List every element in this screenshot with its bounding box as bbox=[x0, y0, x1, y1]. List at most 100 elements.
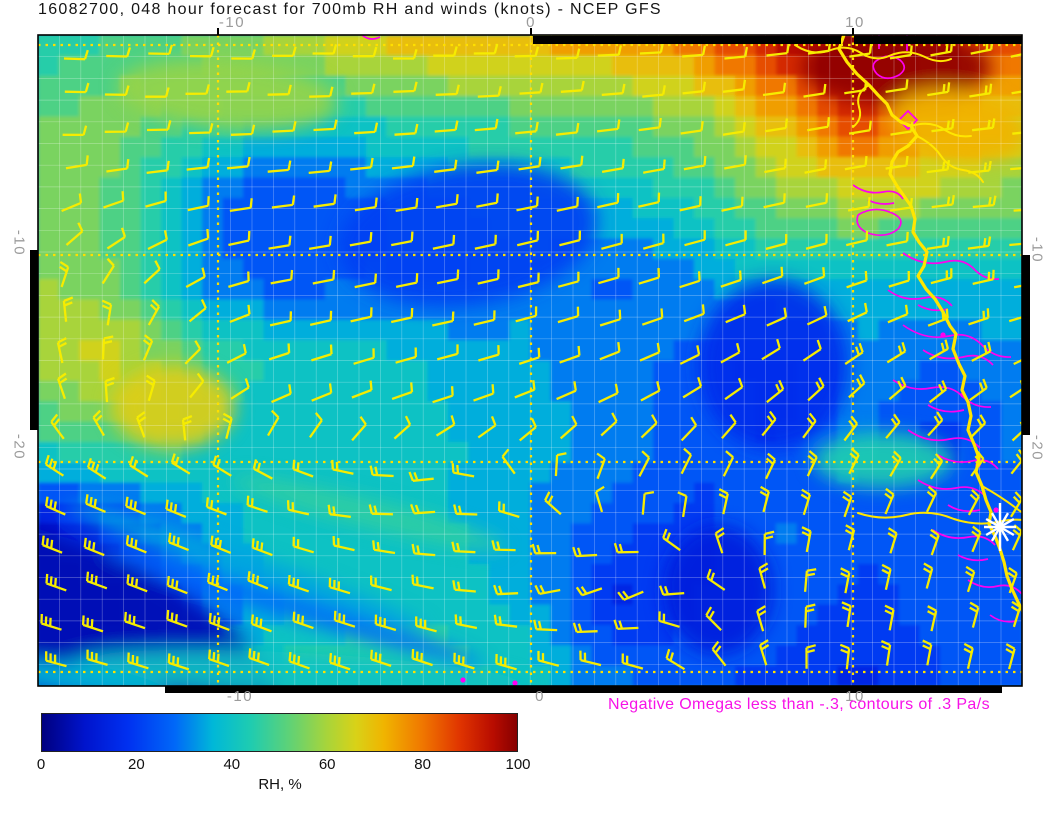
omega-contour bbox=[856, 208, 902, 237]
wind-barb bbox=[351, 380, 373, 399]
rh-cell bbox=[530, 360, 552, 382]
rh-cell bbox=[79, 96, 101, 118]
rh-cell bbox=[817, 258, 839, 280]
wind-barb bbox=[208, 612, 230, 631]
rh-cell bbox=[591, 380, 613, 402]
rh-cell bbox=[878, 604, 900, 626]
rh-cell bbox=[1001, 177, 1022, 199]
rh-cell bbox=[981, 319, 1003, 341]
rh-cell bbox=[243, 218, 265, 240]
wind-barb bbox=[722, 121, 746, 136]
wind-barb bbox=[186, 157, 211, 171]
rh-cell bbox=[960, 625, 982, 647]
wind-barb bbox=[597, 193, 620, 209]
rh-cell bbox=[58, 360, 80, 382]
rh-cell bbox=[38, 35, 60, 57]
wind-barb bbox=[393, 415, 412, 440]
wind-barb bbox=[849, 43, 873, 58]
rh-cell bbox=[161, 482, 183, 504]
border-zebra-segment bbox=[854, 36, 1022, 44]
rh-cell bbox=[448, 401, 470, 423]
wind-barb bbox=[922, 639, 933, 666]
rh-cell bbox=[858, 523, 880, 545]
rh-cell bbox=[632, 401, 654, 423]
wind-barb bbox=[476, 193, 499, 208]
rh-cell bbox=[571, 279, 593, 301]
rh-cell bbox=[981, 563, 1003, 585]
rh-cell bbox=[530, 502, 552, 524]
wind-barb bbox=[847, 197, 871, 212]
rh-cell bbox=[796, 218, 818, 240]
rh-cell bbox=[919, 360, 941, 382]
rh-cell bbox=[161, 299, 183, 321]
rh-cell bbox=[427, 136, 449, 158]
colorbar-tick-label: 80 bbox=[414, 756, 431, 773]
rh-cell bbox=[899, 380, 921, 402]
wind-barb bbox=[231, 49, 256, 60]
rh-cell bbox=[222, 502, 244, 524]
wind-barb bbox=[229, 304, 251, 323]
rh-cell bbox=[427, 401, 449, 423]
rh-cell bbox=[304, 462, 326, 484]
rh-cell bbox=[366, 360, 388, 382]
wind-barb bbox=[292, 611, 314, 630]
wind-barb bbox=[453, 652, 475, 670]
rh-cell bbox=[817, 625, 839, 647]
rh-cell bbox=[776, 55, 798, 77]
rh-cell bbox=[817, 136, 839, 158]
rh-cell bbox=[222, 604, 244, 626]
rh-cell bbox=[79, 35, 101, 57]
rh-cell bbox=[427, 75, 449, 97]
rh-cell bbox=[837, 279, 859, 301]
wind-barb bbox=[391, 156, 416, 170]
wind-barb bbox=[267, 84, 292, 96]
rh-cell bbox=[817, 482, 839, 504]
rh-cell bbox=[345, 136, 367, 158]
rh-cell bbox=[509, 604, 531, 626]
rh-cell bbox=[591, 299, 613, 321]
wind-barb bbox=[972, 269, 995, 286]
rh-cell bbox=[899, 177, 921, 199]
rh-cell bbox=[325, 462, 347, 484]
wind-barb bbox=[351, 83, 376, 95]
wind-barb bbox=[805, 193, 829, 209]
wind-barb bbox=[601, 233, 623, 250]
rh-cell bbox=[858, 604, 880, 626]
axis-tick bbox=[852, 28, 854, 35]
wind-barb bbox=[246, 495, 268, 513]
rh-cell bbox=[632, 563, 654, 585]
lon-tick-label-bottom: -10 bbox=[226, 688, 254, 705]
rh-cell bbox=[571, 157, 593, 179]
wind-barb bbox=[925, 485, 938, 513]
rh-cell bbox=[632, 665, 654, 686]
rh-cell bbox=[858, 563, 880, 585]
rh-cell bbox=[550, 299, 572, 321]
wind-barb bbox=[844, 524, 856, 551]
wind-barb bbox=[759, 485, 770, 513]
wind-barb bbox=[142, 334, 154, 361]
rh-cell bbox=[509, 75, 531, 97]
rh-cell bbox=[407, 360, 429, 382]
rh-cell bbox=[981, 258, 1003, 280]
rh-cell bbox=[386, 116, 408, 138]
rh-cell bbox=[99, 177, 121, 199]
rh-cell bbox=[694, 502, 716, 524]
wind-barb bbox=[613, 619, 639, 631]
rh-cell bbox=[530, 96, 552, 118]
rh-cell bbox=[837, 401, 859, 423]
rh-cell bbox=[776, 136, 798, 158]
rh-cell bbox=[550, 523, 572, 545]
rh-cell bbox=[776, 96, 798, 118]
rh-cell bbox=[140, 502, 162, 524]
wind-barb bbox=[598, 267, 620, 285]
rh-cell bbox=[796, 665, 818, 686]
colorbar-tick-label: 100 bbox=[505, 756, 531, 773]
rh-cell bbox=[653, 55, 675, 77]
rh-cell bbox=[919, 218, 941, 240]
rh-cell bbox=[489, 441, 511, 463]
rh-cell bbox=[714, 75, 736, 97]
rh-cell bbox=[243, 258, 265, 280]
wind-barb bbox=[639, 342, 661, 362]
rh-cell bbox=[571, 462, 593, 484]
wind-barb bbox=[394, 123, 419, 136]
